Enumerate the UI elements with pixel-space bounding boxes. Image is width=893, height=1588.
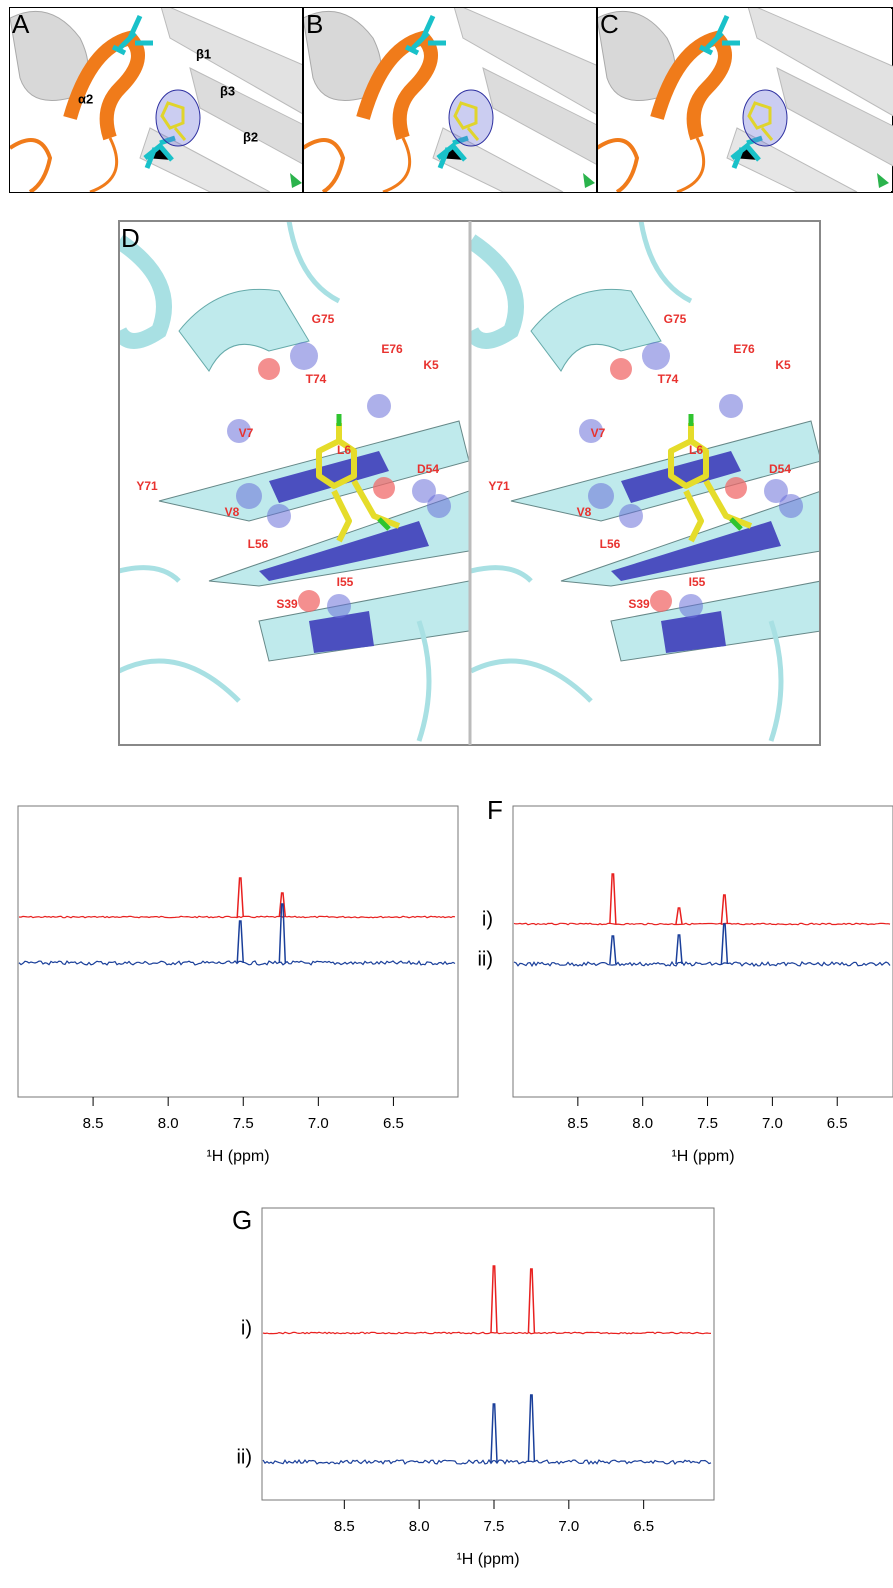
peak [609, 873, 617, 925]
residue-label: T74 [658, 372, 679, 386]
axis-group: 8.5 8.0 7.5 7.0 6.5 [262, 1265, 712, 1535]
x-tick-label: 7.0 [558, 1518, 579, 1535]
panel-label: D [121, 223, 140, 253]
residue-label: I55 [337, 575, 354, 589]
peak [675, 907, 683, 925]
structure-image [10, 3, 310, 192]
residue-label: T74 [306, 372, 327, 386]
residue-label: V8 [225, 505, 240, 519]
residue-label: Y71 [136, 479, 158, 493]
x-tick-label: 7.0 [308, 1115, 329, 1132]
residue-label: Y71 [488, 479, 510, 493]
x-tick-label: 7.5 [484, 1518, 505, 1535]
peak [527, 1394, 536, 1463]
x-tick-label: 6.5 [827, 1115, 848, 1132]
baseline-noise [513, 922, 891, 926]
panel-label: G [232, 1205, 252, 1235]
peak [720, 923, 729, 965]
axis-group: 8.5 8.0 7.5 7.0 6.5 [18, 877, 456, 1132]
structure-image [597, 3, 893, 192]
panel-label: F [487, 795, 503, 825]
baseline-noise [18, 915, 456, 919]
row-label: i) [482, 908, 493, 930]
x-tick-label: 8.5 [567, 1115, 588, 1132]
panel-label: C [600, 9, 619, 39]
structure-label: β3 [220, 83, 235, 98]
baseline-noise [262, 1458, 712, 1466]
structure-image [471, 221, 821, 745]
x-axis-label: ¹H (ppm) [671, 1148, 734, 1165]
x-tick-label: 7.0 [762, 1115, 783, 1132]
residue-label: E76 [381, 342, 403, 356]
residue-label: V8 [577, 505, 592, 519]
peak [490, 1265, 498, 1334]
x-tick-label: 8.0 [409, 1518, 430, 1535]
peak [527, 1268, 536, 1334]
x-tick-label: 8.5 [83, 1115, 104, 1132]
residue-label: D54 [417, 462, 439, 476]
x-tick-label: 7.5 [697, 1115, 718, 1132]
residue-label: D54 [769, 462, 791, 476]
baseline-noise [18, 960, 456, 966]
baseline-noise [513, 960, 891, 968]
residue-label: K5 [775, 358, 791, 372]
peak [236, 920, 245, 964]
residue-label: G75 [664, 312, 687, 326]
x-tick-label: 6.5 [383, 1115, 404, 1132]
x-tick-label: 6.5 [633, 1518, 654, 1535]
x-tick-label: 8.0 [158, 1115, 179, 1132]
residue-label: I55 [689, 575, 706, 589]
residue-label: L56 [248, 537, 269, 551]
row-label: ii) [477, 948, 493, 970]
baseline-noise [262, 1331, 712, 1335]
row-label: ii) [236, 1446, 252, 1468]
residue-label: K5 [423, 358, 439, 372]
residue-label: E76 [733, 342, 755, 356]
structure-label: α2 [78, 91, 93, 106]
peak [278, 892, 287, 918]
residue-label: L56 [600, 537, 621, 551]
x-axis-label: ¹H (ppm) [456, 1551, 519, 1568]
row-label: i) [241, 1317, 252, 1339]
axis-group: 8.5 8.0 7.5 7.0 6.5 [513, 873, 891, 1132]
residue-label: G75 [312, 312, 335, 326]
structure-label: β1 [196, 46, 211, 61]
residue-label: L6 [689, 443, 703, 457]
peak [720, 894, 729, 925]
plot-frame [512, 805, 893, 1098]
structure-image [303, 3, 603, 192]
residue-label: S39 [628, 597, 650, 611]
plot-frame [17, 805, 459, 1098]
peak [236, 877, 245, 918]
peak [675, 934, 683, 965]
residue-label: V7 [591, 426, 606, 440]
panel-label: A [12, 9, 30, 39]
x-axis-label: ¹H (ppm) [206, 1148, 269, 1165]
residue-label: V7 [239, 426, 254, 440]
x-tick-label: 8.0 [632, 1115, 653, 1132]
panel-label: B [306, 9, 323, 39]
x-tick-label: 7.5 [233, 1115, 254, 1132]
plot-frame [261, 1207, 715, 1501]
peak [609, 935, 617, 965]
x-tick-label: 8.5 [334, 1518, 355, 1535]
structure-label: β2 [243, 129, 258, 144]
structure-image [119, 221, 469, 745]
peak [490, 1403, 498, 1463]
peak [278, 903, 287, 964]
residue-label: L6 [337, 443, 351, 457]
residue-label: S39 [276, 597, 298, 611]
